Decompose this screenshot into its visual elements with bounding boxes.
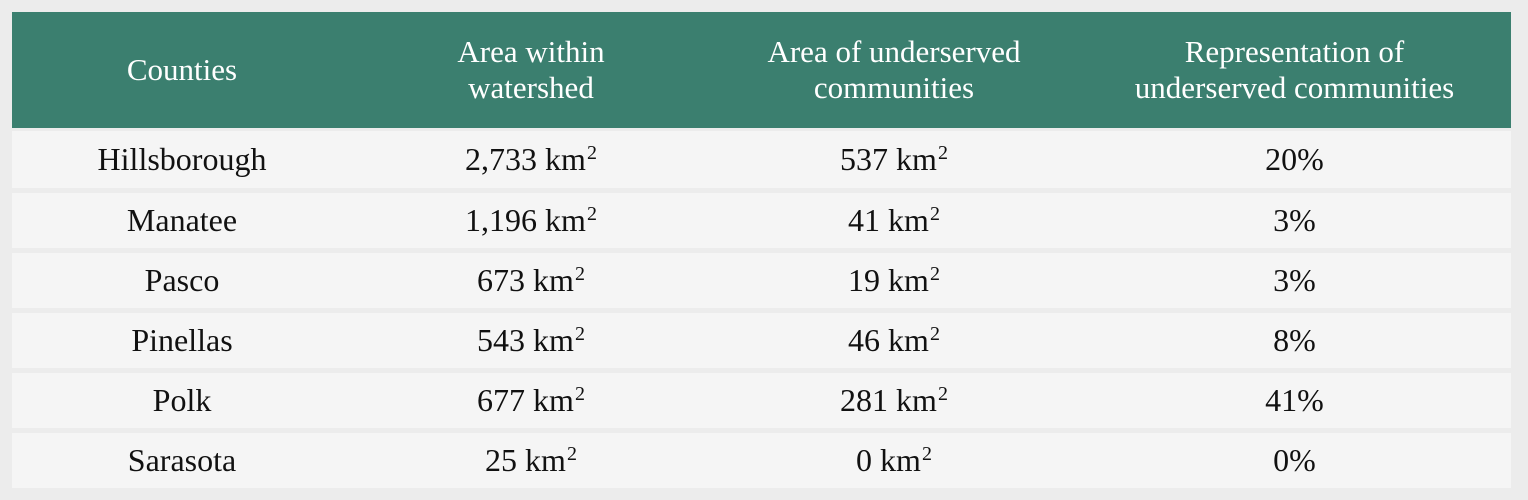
table-body: Hillsborough 2,733 km2 537 km2 20% Manat… [12,128,1511,488]
area-cell: 25 km2 [352,428,710,488]
county-cell: Hillsborough [12,128,352,188]
unit-label: km [545,141,586,177]
county-cell: Pinellas [12,308,352,368]
unit-exponent: 2 [937,383,948,405]
unit-label: km [888,202,929,238]
area-value: 2,733 [465,141,538,177]
header-line: watershed [468,70,594,105]
area-cell: 1,196 km2 [352,188,710,248]
representation-cell: 3% [1078,248,1511,308]
representation-cell: 0% [1078,428,1511,488]
header-line: Representation of [1184,34,1405,69]
area-value: 543 [477,322,526,358]
underserved-cell: 41 km2 [710,188,1078,248]
unit-exponent: 2 [566,443,577,465]
header-line: Counties [126,52,238,87]
unit-exponent: 2 [929,323,940,345]
unit-label: km [888,262,929,298]
table-row: Manatee 1,196 km2 41 km2 3% [12,188,1511,248]
unit-label: km [525,442,566,478]
header-line: Area within [457,34,605,69]
table-header: Counties Area within watershed Area of u… [12,12,1511,128]
county-cell: Sarasota [12,428,352,488]
underserved-value: 537 [840,141,889,177]
underserved-cell: 46 km2 [710,308,1078,368]
unit-exponent: 2 [929,263,940,285]
unit-exponent: 2 [586,203,597,225]
unit-exponent: 2 [574,323,585,345]
unit-exponent: 2 [574,383,585,405]
underserved-cell: 19 km2 [710,248,1078,308]
unit-exponent: 2 [921,443,932,465]
header-row: Counties Area within watershed Area of u… [12,12,1511,128]
header-line: Area of underserved [767,34,1021,69]
unit-label: km [545,202,586,238]
underserved-cell: 537 km2 [710,128,1078,188]
unit-exponent: 2 [574,263,585,285]
area-value: 1,196 [465,202,538,238]
representation-cell: 41% [1078,368,1511,428]
table-row: Sarasota 25 km2 0 km2 0% [12,428,1511,488]
header-area-underserved: Area of underserved communities [710,12,1078,128]
underserved-cell: 0 km2 [710,428,1078,488]
header-area-within-watershed: Area within watershed [352,12,710,128]
header-representation: Representation of underserved communitie… [1078,12,1511,128]
underserved-value: 41 [848,202,881,238]
unit-label: km [896,141,937,177]
representation-cell: 3% [1078,188,1511,248]
table-row: Polk 677 km2 281 km2 41% [12,368,1511,428]
underserved-cell: 281 km2 [710,368,1078,428]
unit-label: km [888,322,929,358]
area-value: 677 [477,382,526,418]
table-row: Hillsborough 2,733 km2 537 km2 20% [12,128,1511,188]
unit-label: km [880,442,921,478]
table-row: Pinellas 543 km2 46 km2 8% [12,308,1511,368]
unit-label: km [896,382,937,418]
unit-label: km [533,382,574,418]
table-row: Pasco 673 km2 19 km2 3% [12,248,1511,308]
unit-label: km [533,262,574,298]
area-value: 673 [477,262,526,298]
header-line: underserved communities [1134,70,1455,105]
unit-label: km [533,322,574,358]
county-cell: Pasco [12,248,352,308]
county-cell: Manatee [12,188,352,248]
underserved-value: 46 [848,322,881,358]
representation-cell: 20% [1078,128,1511,188]
header-line: communities [813,70,975,105]
underserved-value: 281 [840,382,889,418]
unit-exponent: 2 [586,142,597,164]
area-value: 25 [485,442,518,478]
unit-exponent: 2 [937,142,948,164]
underserved-value: 19 [848,262,881,298]
area-cell: 673 km2 [352,248,710,308]
area-cell: 543 km2 [352,308,710,368]
area-cell: 2,733 km2 [352,128,710,188]
unit-exponent: 2 [929,203,940,225]
area-cell: 677 km2 [352,368,710,428]
county-cell: Polk [12,368,352,428]
header-counties: Counties [12,12,352,128]
underserved-value: 0 [856,442,873,478]
representation-cell: 8% [1078,308,1511,368]
counties-table: Counties Area within watershed Area of u… [12,12,1511,488]
